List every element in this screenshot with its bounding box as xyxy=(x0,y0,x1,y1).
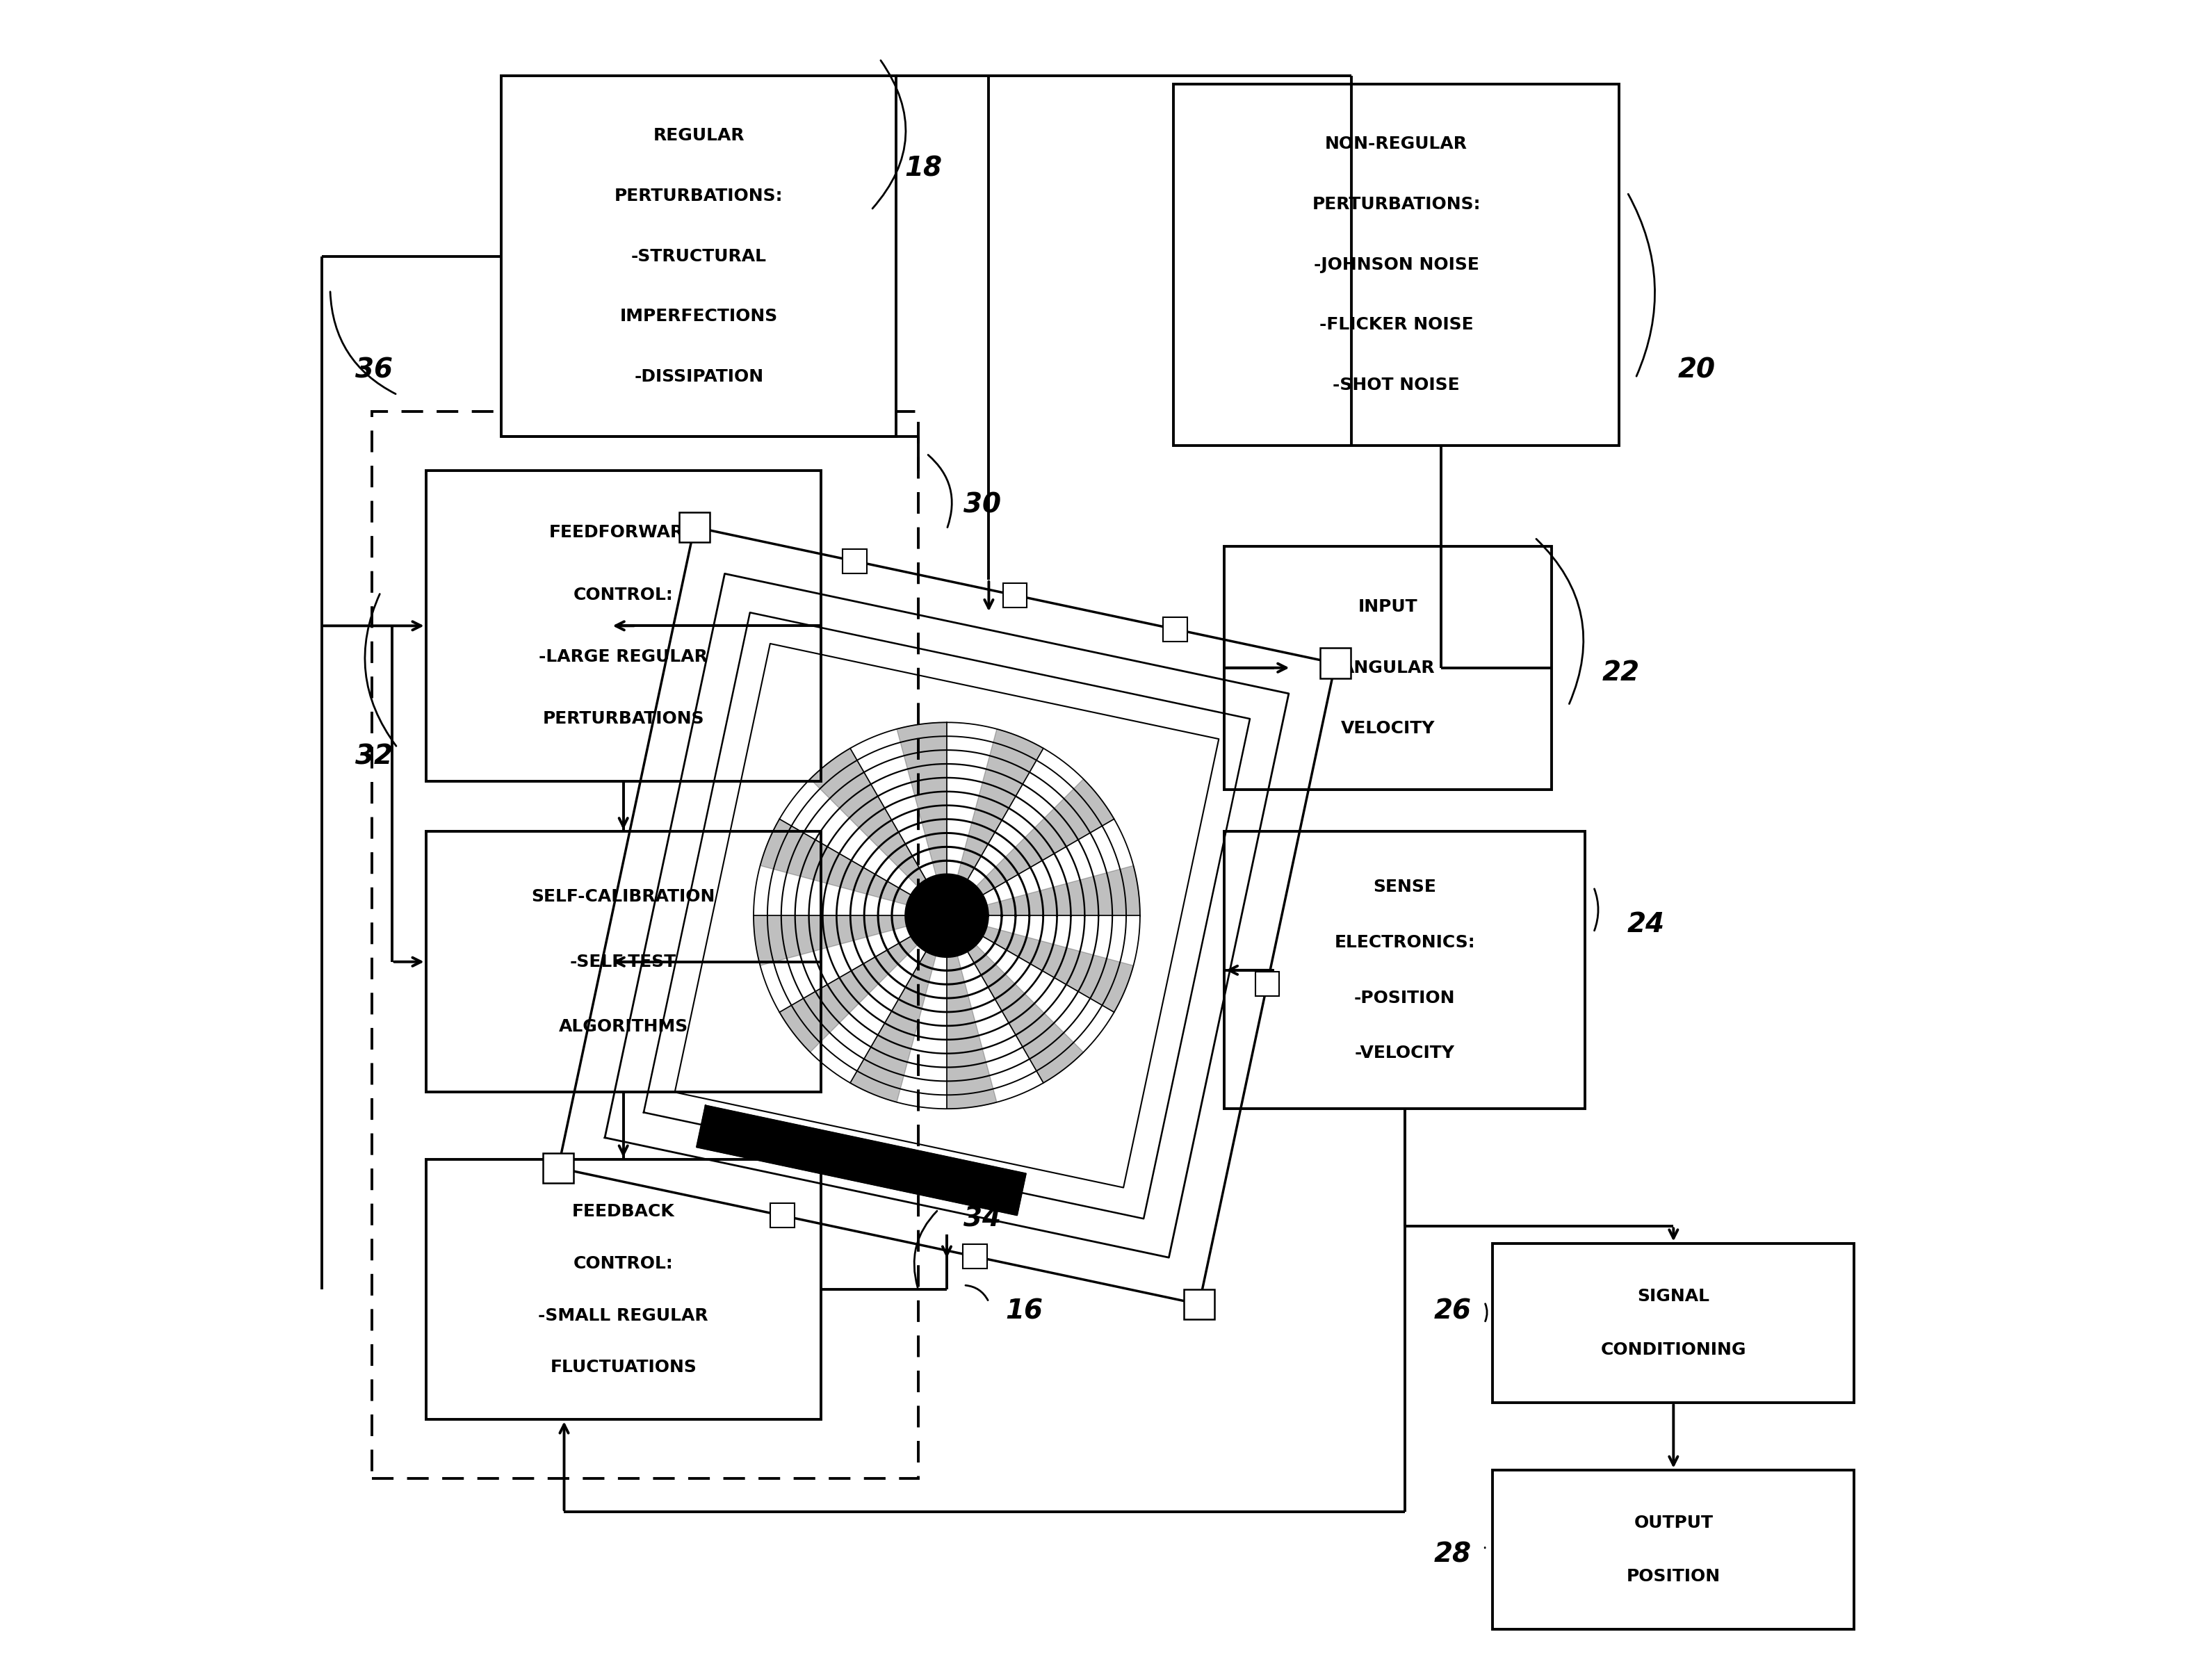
Text: VELOCITY: VELOCITY xyxy=(1342,721,1434,738)
Bar xyxy=(1004,583,1028,606)
Bar xyxy=(426,1159,821,1420)
Polygon shape xyxy=(907,875,988,956)
Text: SIGNAL: SIGNAL xyxy=(1638,1289,1711,1305)
Polygon shape xyxy=(946,916,1083,1084)
Polygon shape xyxy=(896,722,946,916)
Text: -SHOT NOISE: -SHOT NOISE xyxy=(1333,376,1460,393)
Polygon shape xyxy=(946,729,1043,916)
Bar xyxy=(371,412,918,1478)
Bar xyxy=(1493,1470,1853,1630)
Text: FLUCTUATIONS: FLUCTUATIONS xyxy=(549,1359,696,1376)
Bar xyxy=(426,832,821,1092)
Polygon shape xyxy=(810,748,946,916)
Text: 24: 24 xyxy=(1627,912,1665,937)
Text: CONDITIONING: CONDITIONING xyxy=(1601,1341,1746,1357)
Bar xyxy=(843,549,867,573)
Text: NON-REGULAR: NON-REGULAR xyxy=(1324,136,1467,153)
Bar xyxy=(542,1152,573,1183)
Bar xyxy=(1164,617,1188,642)
Text: POSITION: POSITION xyxy=(1627,1567,1719,1584)
Polygon shape xyxy=(760,820,946,916)
Text: CONTROL:: CONTROL: xyxy=(573,586,674,603)
Text: CONTROL:: CONTROL: xyxy=(573,1255,674,1272)
Text: REGULAR: REGULAR xyxy=(652,128,744,144)
Polygon shape xyxy=(696,1105,1026,1215)
Text: INPUT: INPUT xyxy=(1357,598,1419,615)
Text: 34: 34 xyxy=(964,1206,1001,1231)
Bar xyxy=(1493,1243,1853,1403)
Bar xyxy=(771,1203,795,1228)
Polygon shape xyxy=(946,780,1113,916)
Bar xyxy=(679,512,709,543)
Bar xyxy=(1173,84,1618,445)
Text: ANGULAR: ANGULAR xyxy=(1342,660,1434,675)
Text: SELF-CALIBRATION: SELF-CALIBRATION xyxy=(531,889,716,906)
Text: -STRUCTURAL: -STRUCTURAL xyxy=(630,249,766,264)
Text: -SELF-TEST: -SELF-TEST xyxy=(571,954,676,969)
Text: -DISSIPATION: -DISSIPATION xyxy=(635,368,764,385)
Text: FEEDFORWARD: FEEDFORWARD xyxy=(549,524,698,541)
Bar xyxy=(1223,546,1553,790)
Text: -SMALL REGULAR: -SMALL REGULAR xyxy=(538,1307,709,1324)
Text: 26: 26 xyxy=(1434,1299,1471,1324)
Polygon shape xyxy=(946,916,1133,1011)
Text: FEEDBACK: FEEDBACK xyxy=(571,1203,674,1220)
Polygon shape xyxy=(850,916,946,1102)
Text: SENSE: SENSE xyxy=(1372,879,1436,895)
Bar xyxy=(1320,648,1351,679)
Text: 32: 32 xyxy=(356,744,393,769)
Polygon shape xyxy=(780,916,946,1052)
Bar xyxy=(962,1245,986,1268)
Text: 18: 18 xyxy=(905,156,942,181)
Bar xyxy=(1256,971,1280,996)
Text: 30: 30 xyxy=(964,492,1001,517)
Text: PERTURBATIONS: PERTURBATIONS xyxy=(542,711,705,727)
Polygon shape xyxy=(946,916,997,1109)
Text: 36: 36 xyxy=(356,358,393,383)
Text: 22: 22 xyxy=(1603,660,1640,685)
Text: ALGORITHMS: ALGORITHMS xyxy=(558,1018,687,1035)
Polygon shape xyxy=(946,865,1140,916)
Text: 20: 20 xyxy=(1678,358,1715,383)
Text: OUTPUT: OUTPUT xyxy=(1634,1515,1713,1532)
Text: -POSITION: -POSITION xyxy=(1355,990,1456,1006)
Polygon shape xyxy=(753,916,946,966)
Text: 28: 28 xyxy=(1434,1542,1471,1567)
Text: -FLICKER NOISE: -FLICKER NOISE xyxy=(1320,316,1474,333)
Text: -VELOCITY: -VELOCITY xyxy=(1355,1045,1454,1062)
Text: -JOHNSON NOISE: -JOHNSON NOISE xyxy=(1313,257,1478,272)
Text: IMPERFECTIONS: IMPERFECTIONS xyxy=(619,307,777,324)
Bar xyxy=(426,470,821,781)
Bar xyxy=(501,76,896,437)
Bar xyxy=(1223,832,1586,1109)
Bar xyxy=(1184,1289,1214,1319)
Text: PERTURBATIONS:: PERTURBATIONS: xyxy=(615,188,784,205)
Text: 16: 16 xyxy=(1006,1299,1043,1324)
Text: ELECTRONICS:: ELECTRONICS: xyxy=(1335,934,1476,951)
Text: -LARGE REGULAR: -LARGE REGULAR xyxy=(538,648,707,665)
Text: PERTURBATIONS:: PERTURBATIONS: xyxy=(1311,197,1480,213)
